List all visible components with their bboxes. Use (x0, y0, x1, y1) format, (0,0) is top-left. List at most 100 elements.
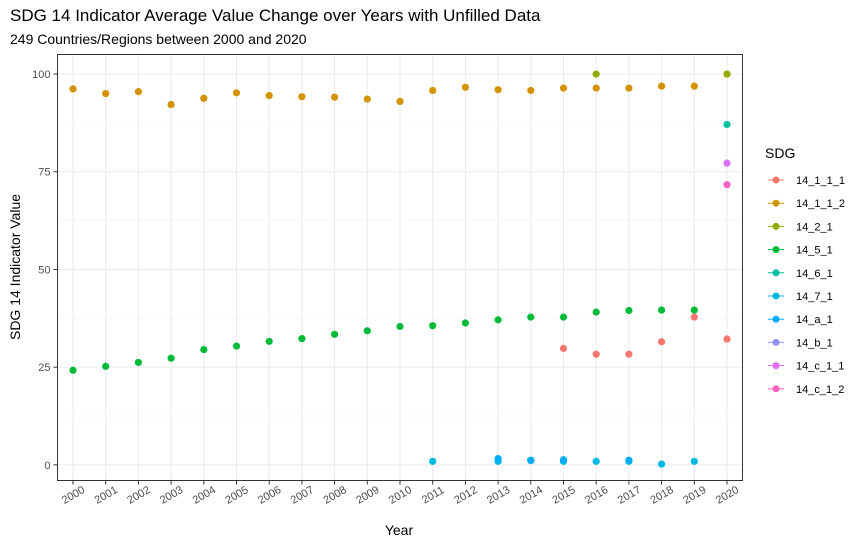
data-point-14_5_1 (559, 313, 568, 321)
y-axis-title: SDG 14 Indicator Value (7, 194, 23, 340)
legend-label: 14_1_1_1 (796, 175, 845, 187)
legend-label: 14_1_1_2 (796, 198, 845, 210)
data-point-14_5_1 (396, 322, 404, 331)
x-tick-label: 2012 (452, 484, 479, 507)
data-point-14_1_1_2 (298, 93, 306, 101)
data-point-14_1_1_2 (102, 89, 110, 98)
legend-label: 14_c_1_2 (796, 384, 844, 396)
data-point-14_1_1_2 (363, 95, 371, 103)
data-point-14_1_1_1 (592, 350, 600, 358)
data-point-14_6_1 (723, 120, 731, 129)
legend: 14_1_1_1 14_1_1_2 14_2_1 14_5_1 14_6_1 14_7_1… (768, 175, 845, 396)
x-axis-title: Year (385, 522, 414, 538)
data-point-14_2_1 (592, 70, 600, 78)
data-point-14_7_1 (592, 457, 600, 465)
data-point-14_5_1 (102, 362, 110, 370)
data-point-14_5_1 (134, 358, 142, 367)
data-point-14_1_1_1 (658, 338, 666, 346)
data-point-14_7_1 (658, 460, 666, 468)
data-point-14_5_1 (363, 327, 371, 335)
data-point-14_1_1_2 (167, 100, 175, 109)
x-tick-label: 2017 (616, 484, 643, 507)
data-point-14_a_1 (625, 456, 633, 464)
x-tick-label: 2007 (289, 484, 316, 507)
data-point-14_1_1_2 (396, 97, 404, 105)
data-point-14_c_1_2 (723, 181, 731, 189)
data-point-14_5_1 (200, 345, 208, 354)
data-point-14_5_1 (167, 354, 175, 362)
x-tick-label: 2019 (681, 484, 708, 507)
data-point-14_5_1 (429, 322, 437, 330)
legend-label: 14_c_1_1 (796, 361, 844, 373)
data-point-14_1_1_2 (69, 85, 77, 93)
data-point-14_1_1_2 (429, 86, 437, 95)
data-point-14_1_1_2 (265, 91, 273, 100)
legend-title: SDG (765, 145, 795, 161)
data-point-14_5_1 (331, 330, 339, 338)
x-tick-label: 2004 (191, 484, 218, 507)
y-tick-label: 25 (38, 362, 50, 374)
data-point-14_1_1_2 (461, 83, 469, 91)
x-tick-label: 2010 (387, 484, 414, 507)
data-point-14_1_1_2 (527, 86, 535, 95)
legend-key-point (772, 269, 780, 277)
x-tick-label: 2011 (420, 484, 446, 506)
legend-label: 14_5_1 (796, 245, 833, 257)
data-point-14_a_1 (527, 456, 535, 465)
data-point-14_7_1 (690, 457, 698, 465)
legend-label: 14_6_1 (796, 268, 833, 280)
y-tick-label: 75 (38, 167, 50, 179)
x-tick-label: 2020 (714, 484, 741, 507)
data-points (69, 70, 731, 468)
grid-lines (57, 54, 743, 481)
data-point-14_1_1_2 (200, 94, 208, 102)
legend-label: 14_b_1 (796, 337, 833, 349)
data-point-14_1_1_2 (232, 89, 241, 97)
legend-key-point (772, 246, 780, 254)
x-tick-label: 2014 (518, 484, 545, 507)
data-point-14_1_1_2 (690, 82, 698, 90)
x-tick-label: 2003 (158, 484, 185, 507)
data-point-14_5_1 (461, 319, 469, 327)
data-point-14_5_1 (592, 308, 600, 316)
data-point-14_5_1 (527, 313, 535, 321)
legend-key-point (772, 362, 780, 370)
x-tick-label: 2013 (485, 484, 512, 507)
x-tick-label: 2016 (583, 484, 610, 507)
legend-key-point (772, 292, 780, 300)
data-point-14_1_1_1 (690, 313, 698, 321)
data-point-14_1_1_2 (559, 84, 568, 92)
data-point-14_5_1 (494, 316, 502, 324)
x-tick-label: 2006 (256, 484, 283, 507)
data-point-14_5_1 (232, 342, 241, 350)
x-tick-label: 2015 (550, 484, 577, 507)
legend-key-point (772, 176, 780, 184)
y-tick-label: 100 (32, 69, 50, 81)
data-point-14_1_1_1 (559, 344, 568, 353)
data-point-14_1_1_1 (723, 335, 731, 343)
x-tick-label: 2005 (223, 484, 250, 507)
data-point-14_5_1 (265, 337, 273, 345)
x-tick-label: 2009 (354, 484, 381, 507)
x-tick-label: 2000 (60, 484, 87, 507)
x-tick-label: 2018 (648, 484, 675, 507)
data-point-14_1_1_2 (494, 86, 502, 94)
data-point-14_1_1_2 (592, 84, 600, 92)
legend-label: 14_7_1 (796, 291, 833, 303)
data-point-14_c_1_1 (723, 159, 731, 167)
x-tick-label: 2001 (93, 484, 120, 507)
chart-title: SDG 14 Indicator Average Value Change ov… (10, 6, 541, 25)
legend-key-point (772, 338, 780, 346)
legend-label: 14_2_1 (796, 221, 833, 233)
legend-label: 14_a_1 (796, 314, 833, 326)
chart-subtitle: 249 Countries/Regions between 2000 and 2… (10, 31, 307, 47)
legend-key-point (772, 222, 780, 230)
data-point-14_1_1_2 (134, 88, 142, 96)
y-tick-label: 0 (44, 460, 50, 472)
data-point-14_1_1_2 (625, 84, 633, 92)
data-point-14_1_1_2 (658, 82, 666, 90)
data-point-14_5_1 (690, 306, 698, 314)
data-point-14_7_1 (429, 457, 437, 465)
x-tick-label: 2008 (321, 484, 348, 507)
